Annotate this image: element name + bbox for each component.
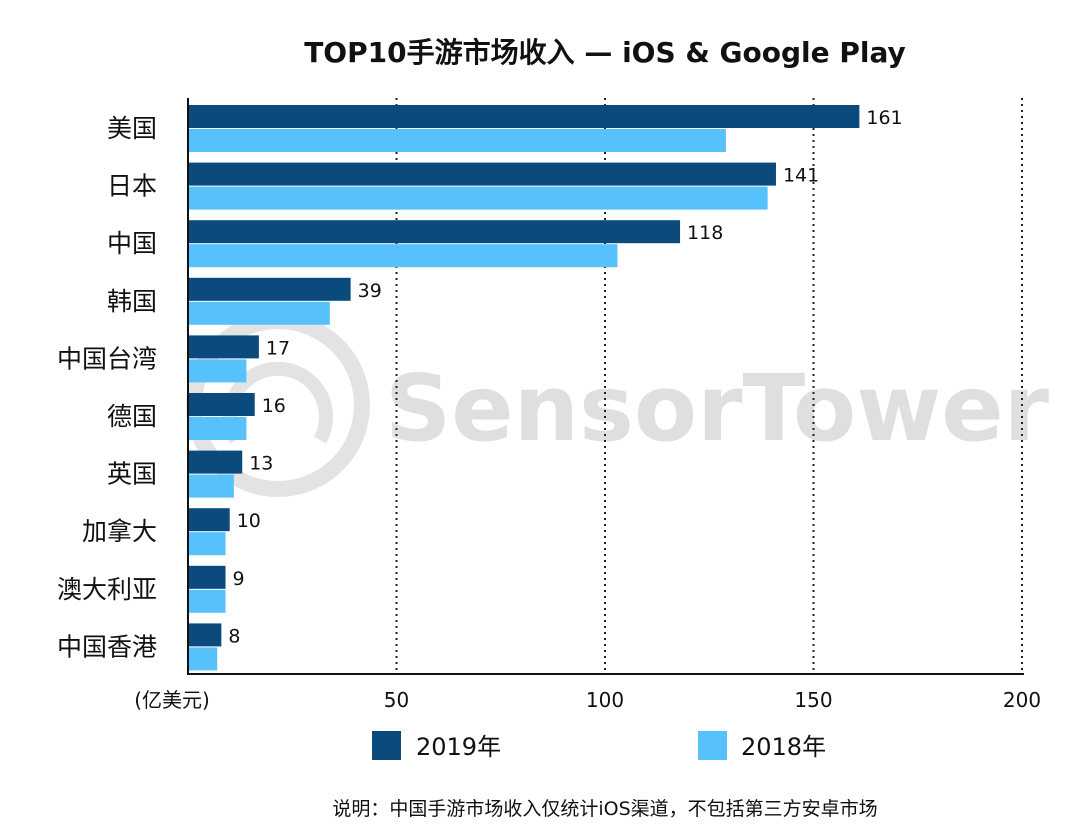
category-label: 德国 xyxy=(107,402,157,431)
x-tick-label: 200 xyxy=(1003,688,1041,712)
bar-2019 xyxy=(189,508,230,532)
data-label: 39 xyxy=(358,280,382,302)
x-tick-label: 150 xyxy=(794,688,832,712)
x-tick-labels: 50 100 150 200 xyxy=(384,688,1041,712)
bar-2019 xyxy=(189,220,681,244)
data-label: 161 xyxy=(866,107,902,129)
bar-2018 xyxy=(189,474,234,498)
bar-2019 xyxy=(189,105,860,128)
category-label: 韩国 xyxy=(107,287,157,316)
category-label: 日本 xyxy=(107,172,157,201)
legend-label: 2019年 xyxy=(416,733,501,761)
bar-2019 xyxy=(189,565,226,589)
bar-2019 xyxy=(189,393,255,416)
legend-swatch xyxy=(372,731,401,760)
bar-2018 xyxy=(189,301,330,325)
data-label: 8 xyxy=(228,625,240,647)
data-label: 10 xyxy=(237,510,261,532)
category-label: 加拿大 xyxy=(82,517,157,546)
watermark-text: SensorTower xyxy=(385,355,1050,462)
legend-label: 2018年 xyxy=(741,733,826,761)
sensortower-watermark: SensorTower xyxy=(186,313,1050,497)
chart-title: TOP10手游市场收入 — iOS & Google Play xyxy=(304,36,906,69)
bar-2019 xyxy=(189,623,222,647)
bar-2018 xyxy=(189,129,726,152)
bar-2018 xyxy=(189,244,618,268)
category-label: 美国 xyxy=(107,114,157,143)
data-label: 16 xyxy=(262,395,286,417)
legend: 2019年 2018年 xyxy=(372,731,826,761)
bar-2018 xyxy=(189,359,247,383)
data-label: 141 xyxy=(783,165,819,187)
bar-2018 xyxy=(189,532,226,556)
category-label: 中国香港 xyxy=(57,632,157,661)
x-tick-label: 100 xyxy=(586,688,624,712)
category-label: 中国台湾 xyxy=(57,344,157,373)
data-label: 118 xyxy=(687,222,723,244)
category-label: 英国 xyxy=(107,460,157,489)
category-label: 澳大利亚 xyxy=(57,575,157,604)
axes xyxy=(187,98,1024,675)
bar-2019 xyxy=(189,335,259,359)
bar-2018 xyxy=(189,647,218,671)
bars: 161 141 118 39 17 16 13 10 9 8 xyxy=(189,105,903,671)
data-label: 9 xyxy=(233,568,245,590)
bar-2019 xyxy=(189,162,776,186)
bar-2018 xyxy=(189,589,226,613)
data-label: 17 xyxy=(266,337,290,359)
data-label: 13 xyxy=(249,453,273,475)
bar-2018 xyxy=(189,186,768,210)
unit-label: (亿美元) xyxy=(134,688,210,712)
footnote: 说明：中国手游市场收入仅统计iOS渠道，不包括第三方安卓市场 xyxy=(332,798,877,820)
bar-2019 xyxy=(189,277,351,301)
x-tick-label: 50 xyxy=(384,688,409,712)
category-label: 中国 xyxy=(107,229,157,258)
legend-swatch xyxy=(698,731,727,760)
bar-2019 xyxy=(189,450,243,474)
bar-2018 xyxy=(189,417,247,440)
